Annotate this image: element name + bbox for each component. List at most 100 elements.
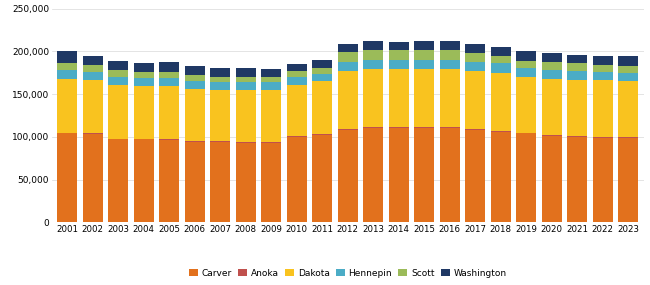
Bar [363,69,383,127]
Bar [618,81,638,137]
Bar [159,140,179,222]
Bar [491,56,511,63]
Bar [593,65,613,72]
Bar [567,63,587,71]
Bar [338,44,358,52]
Bar [593,137,613,138]
Bar [516,61,536,68]
Bar [57,70,77,79]
Bar [567,137,587,222]
Bar [363,127,383,128]
Bar [363,60,383,69]
Bar [134,139,154,222]
Bar [541,53,562,62]
Bar [83,133,103,134]
Bar [236,68,255,77]
Bar [287,77,307,85]
Bar [414,128,434,222]
Bar [83,65,103,72]
Bar [134,78,154,86]
Bar [491,47,511,56]
Bar [109,77,128,85]
Bar [491,132,511,222]
Bar [236,142,255,143]
Bar [236,77,255,82]
Bar [83,56,103,65]
Bar [618,137,638,138]
Bar [541,70,562,79]
Bar [338,62,358,71]
Bar [363,128,383,222]
Bar [236,143,255,222]
Bar [159,78,179,86]
Bar [287,71,307,77]
Bar [593,56,613,65]
Bar [516,51,536,61]
Bar [541,62,562,70]
Bar [389,69,409,127]
Bar [134,72,154,78]
Bar [57,51,77,63]
Bar [491,73,511,131]
Bar [338,130,358,222]
Bar [414,41,434,50]
Bar [312,81,332,134]
Legend: Carver, Anoka, Dakota, Hennepin, Scott, Washington: Carver, Anoka, Dakota, Hennepin, Scott, … [185,265,510,282]
Bar [109,61,128,70]
Bar [363,50,383,60]
Bar [312,60,332,68]
Bar [618,138,638,222]
Bar [287,85,307,136]
Bar [211,77,230,82]
Bar [541,79,562,135]
Bar [185,66,205,75]
Bar [465,44,485,53]
Bar [236,82,255,90]
Bar [516,77,536,133]
Bar [211,82,230,90]
Bar [185,142,205,222]
Bar [83,134,103,222]
Bar [134,86,154,139]
Bar [312,68,332,74]
Bar [287,64,307,71]
Bar [261,90,281,142]
Bar [211,68,230,77]
Bar [57,79,77,133]
Bar [287,136,307,137]
Bar [287,137,307,222]
Bar [465,71,485,129]
Bar [261,82,281,90]
Bar [312,135,332,222]
Bar [567,55,587,63]
Bar [541,136,562,222]
Bar [491,131,511,132]
Bar [440,69,460,127]
Bar [491,63,511,73]
Bar [83,72,103,80]
Bar [159,139,179,140]
Bar [109,70,128,77]
Bar [541,135,562,136]
Bar [567,80,587,136]
Bar [465,129,485,130]
Bar [440,127,460,128]
Bar [414,60,434,69]
Bar [57,133,77,222]
Bar [134,63,154,72]
Bar [567,136,587,137]
Bar [338,71,358,129]
Bar [465,53,485,62]
Bar [211,141,230,142]
Bar [159,62,179,72]
Bar [389,127,409,128]
Bar [109,139,128,222]
Bar [236,90,255,142]
Bar [389,50,409,60]
Bar [338,129,358,130]
Bar [185,141,205,142]
Bar [440,50,460,60]
Bar [261,142,281,143]
Bar [363,41,383,50]
Bar [338,52,358,62]
